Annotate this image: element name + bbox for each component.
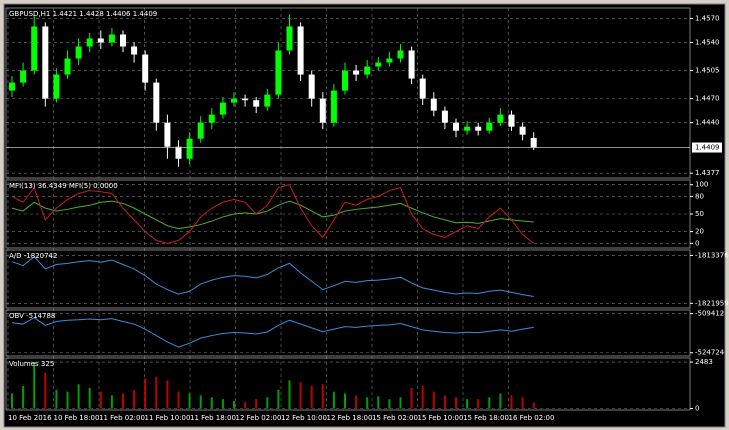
candle-body — [42, 26, 49, 99]
candle-body — [530, 137, 537, 148]
y-tick-label: 50 — [695, 210, 704, 218]
candle-body — [286, 26, 293, 51]
x-tick-label: 15 Feb 18:00 — [463, 414, 509, 422]
last-price-box — [692, 142, 722, 153]
y-tick-label: 80 — [695, 192, 704, 200]
candle-body — [364, 66, 371, 75]
y-tick-label: -524724 — [695, 349, 725, 357]
y-tick-label: 1.4440 — [695, 119, 720, 127]
y-tick-label: 2483 — [695, 358, 713, 366]
candle-body — [497, 114, 504, 123]
y-tick-label: 100 — [695, 181, 708, 189]
y-tick-label: 1.4540 — [695, 38, 720, 46]
candle-body — [164, 122, 171, 147]
candle-body — [31, 26, 38, 71]
candle-body — [330, 90, 337, 123]
y-tick-label: 0 — [695, 405, 699, 413]
y-tick-label: -1813376 — [695, 251, 729, 259]
candle-body — [64, 58, 71, 75]
pane-frame — [5, 7, 691, 179]
candle-body — [86, 38, 93, 47]
candle-body — [253, 100, 260, 107]
candle-body — [464, 126, 471, 131]
x-tick-label: 12 Feb 10:00 — [281, 414, 327, 422]
candle-body — [441, 110, 448, 123]
candle-body — [231, 98, 237, 103]
x-tick-label: 12 Feb 18:00 — [327, 414, 373, 422]
x-tick-label: 11 Feb 02:00 — [99, 414, 145, 422]
x-tick-label: 10 Feb 2016 — [8, 414, 52, 422]
candle-body — [486, 122, 493, 131]
candle-body — [308, 74, 315, 99]
candle-body — [319, 98, 326, 123]
pane-frame — [5, 309, 691, 357]
y-tick-label: 20 — [695, 228, 704, 236]
y-tick-label: 1.4505 — [695, 67, 720, 75]
candle-body — [242, 98, 249, 101]
indicator-line — [11, 256, 534, 298]
candle-body — [375, 62, 382, 67]
x-tick-label: 15 Feb 10:00 — [418, 414, 464, 422]
candle-body — [275, 50, 282, 95]
candle-body — [131, 46, 138, 55]
y-tick-label: -1821959 — [695, 299, 729, 307]
candle-body — [97, 38, 104, 43]
y-tick-label: 1.4470 — [695, 95, 720, 103]
candle-body — [353, 70, 360, 75]
pane-title: Volumes 325 — [9, 360, 54, 368]
x-tick-label: 11 Feb 18:00 — [190, 414, 236, 422]
pane-frame — [5, 249, 691, 309]
y-tick-label: 1.4570 — [695, 14, 720, 22]
pane-title: MFI(13) 36.4349 MFI(5) 0.0000 — [9, 182, 118, 190]
y-tick-label: -509412 — [695, 310, 724, 318]
candle-body — [475, 126, 482, 131]
candle-body — [297, 26, 304, 75]
candle-body — [75, 46, 82, 59]
candle-body — [342, 70, 348, 91]
candle-body — [153, 82, 160, 123]
x-tick-label: 10 Feb 18:00 — [54, 414, 100, 422]
candle-body — [219, 102, 226, 115]
candle-body — [120, 34, 126, 47]
candle-body — [9, 82, 15, 91]
y-tick-label: 1.4377 — [695, 169, 720, 177]
x-tick-label: 16 Feb 02:00 — [509, 414, 555, 422]
candle-body — [208, 114, 215, 123]
pane-title: OBV -514788 — [9, 312, 55, 320]
y-tick-label: 0 — [695, 239, 699, 247]
candle-body — [408, 50, 415, 79]
candle-body — [508, 114, 515, 127]
candle-body — [197, 122, 204, 139]
candle-body — [264, 94, 271, 107]
candle-body — [386, 58, 393, 63]
pane-title: GBPUSD,H1 1.4421 1.4428 1.4406 1.4409 — [9, 10, 157, 18]
x-tick-label: 12 Feb 02:00 — [236, 414, 282, 422]
x-tick-label: 11 Feb 10:00 — [145, 414, 191, 422]
last-price-label: 1.4409 — [695, 144, 720, 152]
candle-body — [20, 70, 27, 83]
pane-frame — [5, 357, 691, 411]
candle-body — [430, 98, 437, 111]
indicator-line — [11, 184, 535, 244]
candle-body — [397, 50, 404, 59]
indicator-line — [11, 200, 534, 230]
candle-body — [453, 122, 459, 131]
candle-body — [142, 54, 149, 83]
candle-body — [53, 74, 60, 99]
candle-body — [519, 126, 526, 135]
candle-body — [186, 138, 193, 159]
pane-title: A/D -1820742 — [9, 252, 57, 260]
candle-body — [175, 146, 182, 159]
candle-body — [108, 34, 115, 43]
candle-body — [419, 78, 426, 99]
x-tick-label: 15 Feb 02:00 — [372, 414, 418, 422]
indicator-line — [11, 317, 534, 348]
